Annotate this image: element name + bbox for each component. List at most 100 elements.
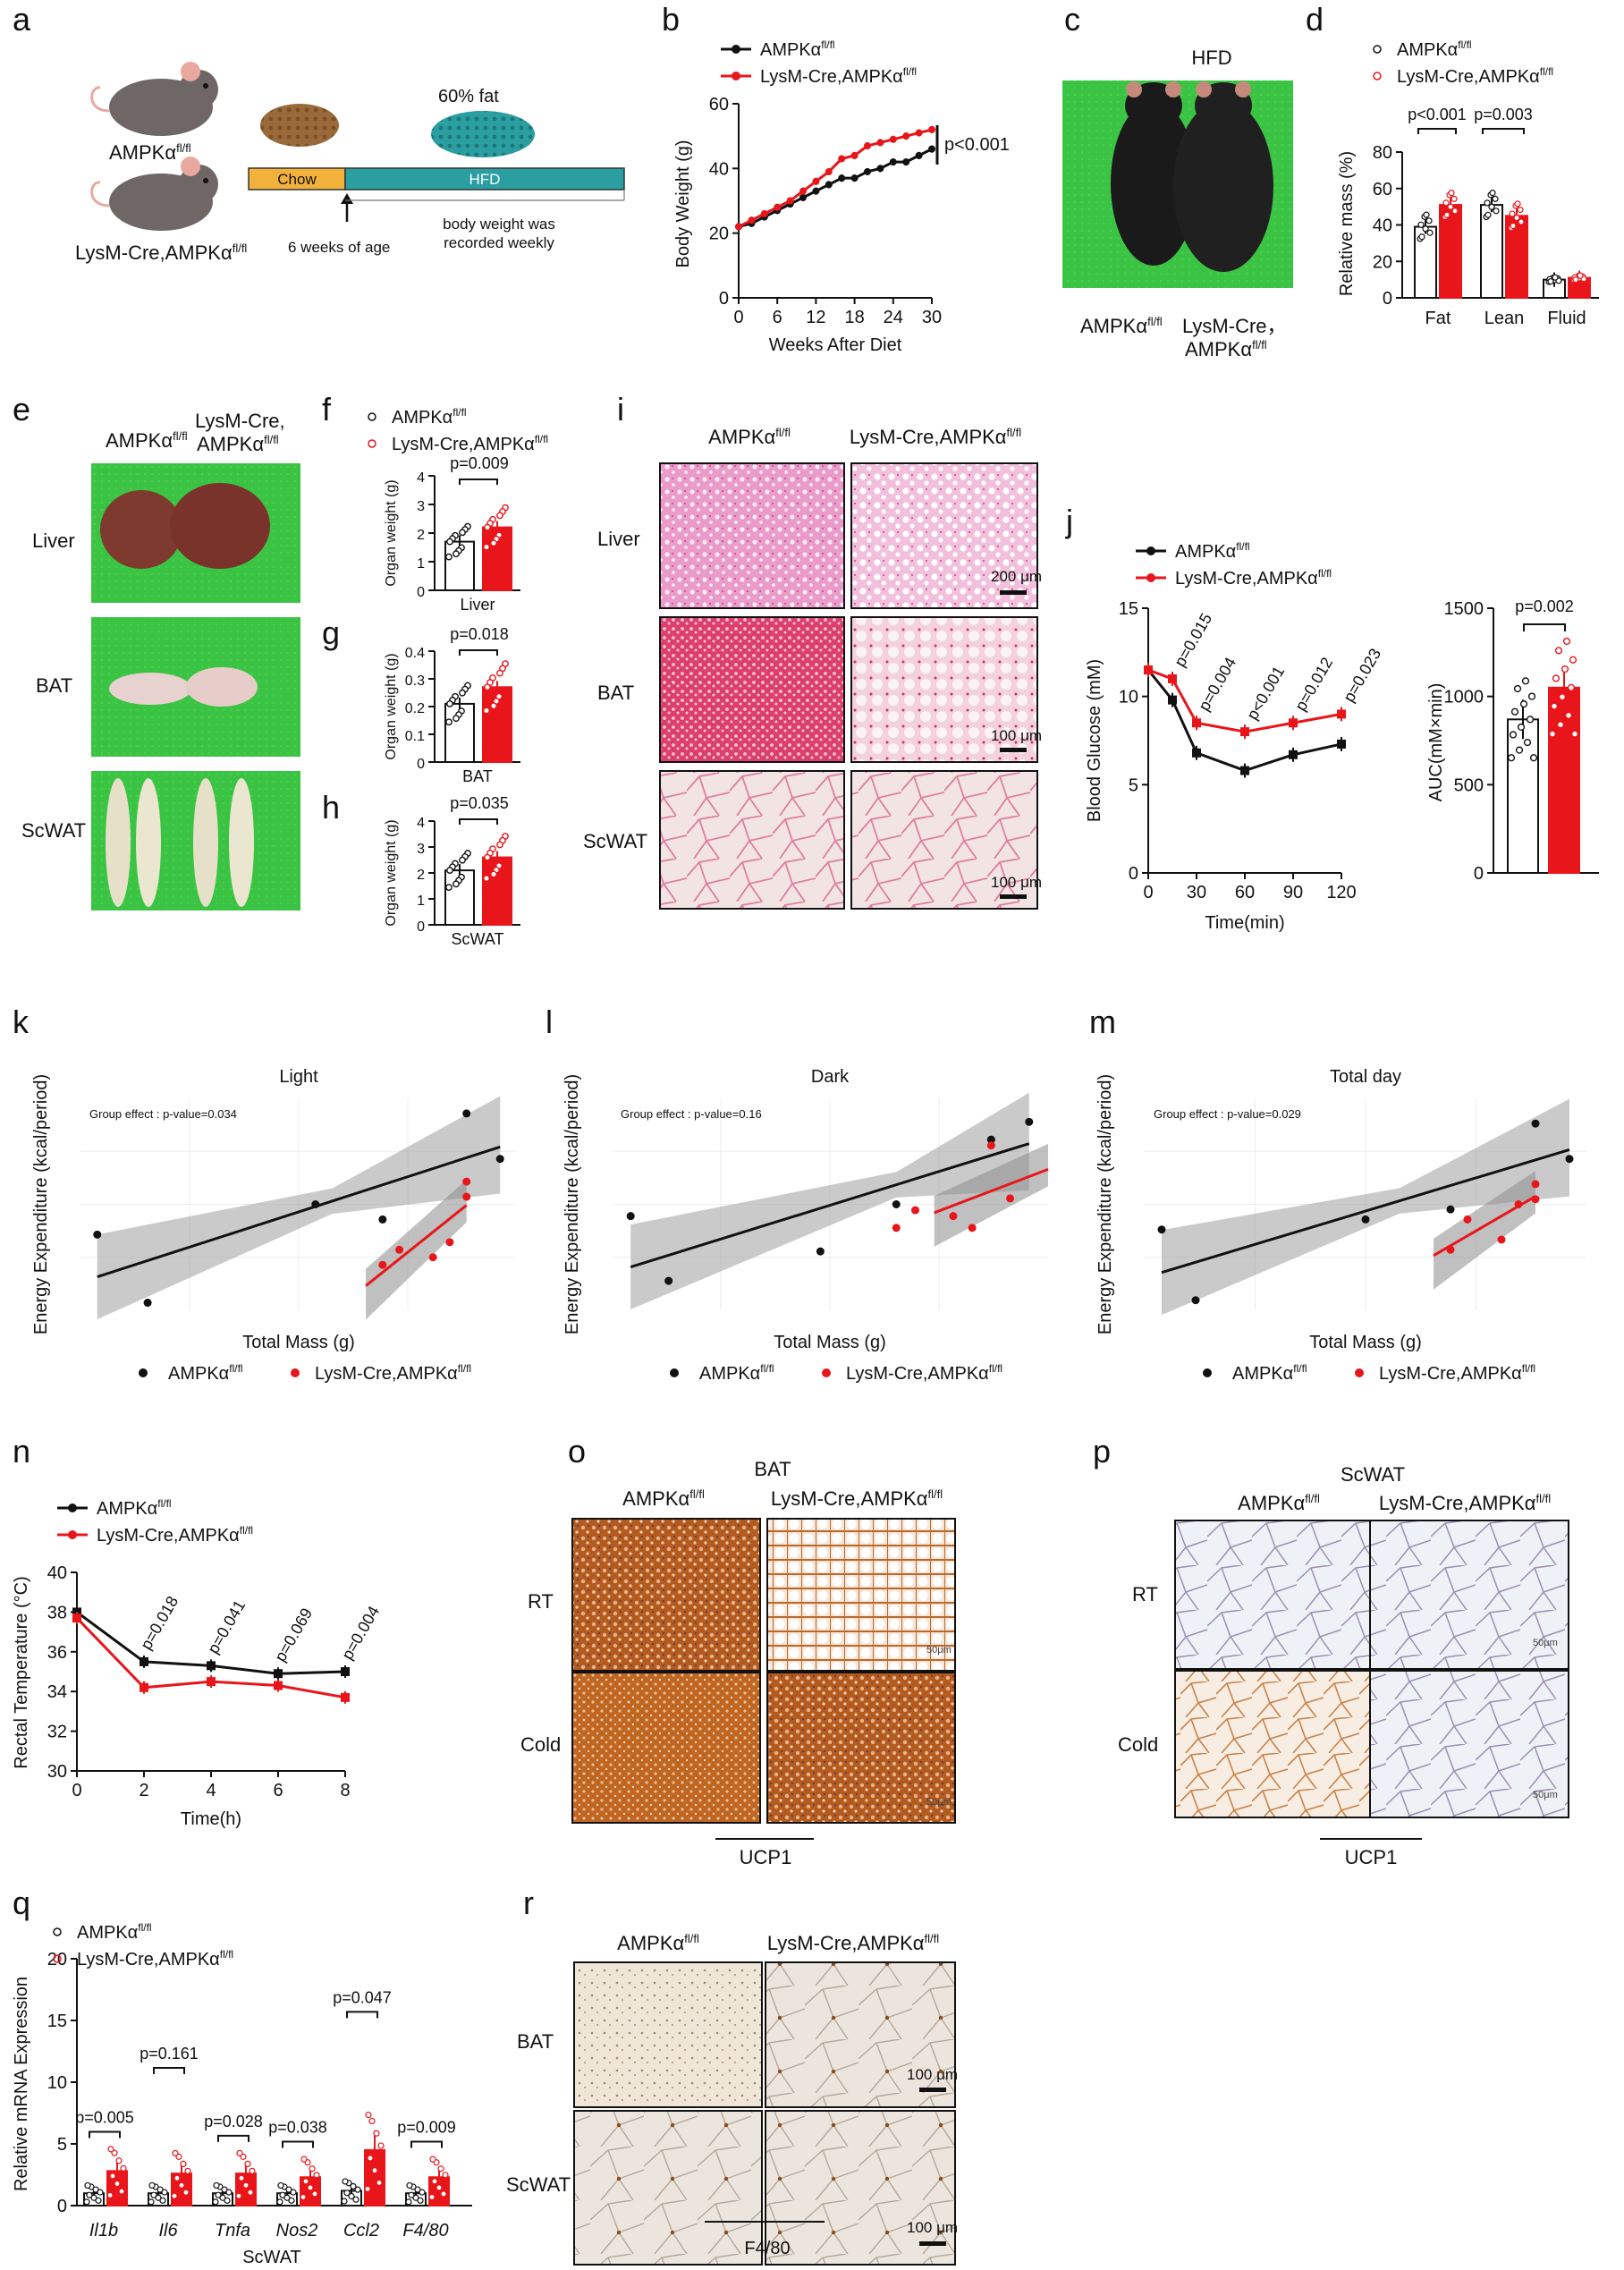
data-point [1552, 274, 1559, 281]
legend-label-wt: AMPKαfl/fl [392, 406, 467, 428]
panel-label-n: n [13, 1433, 30, 1470]
data-point [1422, 225, 1429, 233]
data-point [1451, 208, 1459, 215]
hfd-pellets-icon [431, 111, 535, 157]
f480-bat-wt [573, 1961, 763, 2108]
data-point [290, 2189, 297, 2196]
data-point-ko [799, 187, 807, 195]
organ-ylabel: Organ weight (g) [384, 479, 399, 586]
data-point-ko [207, 1677, 216, 1687]
legend-label-wt: AMPKαfl/fl [1397, 38, 1472, 60]
data-point [343, 2190, 351, 2197]
r-stain-label: F4/80 [744, 2239, 790, 2258]
confidence-band-ko [1434, 1171, 1535, 1290]
q-pvalue: p=0.005 [75, 2108, 134, 2126]
group-effect-stat: Group effect : p-value=0.16 [621, 1107, 762, 1121]
d-category-label: Fluid [1547, 309, 1586, 328]
y-tick-label: 0 [417, 757, 425, 772]
data-point-wt [1157, 1225, 1166, 1234]
y-tick-label: 1000 [1444, 688, 1484, 707]
y-tick-label: 80 [1373, 143, 1392, 163]
f480-scwat-wt [573, 2110, 763, 2266]
data-point [428, 2193, 436, 2201]
legend-marker-ko [368, 439, 376, 448]
q-pvalue: p=0.047 [333, 1988, 392, 2006]
e-row-scwat: ScWAT [21, 819, 86, 842]
data-point [159, 2197, 166, 2204]
data-point [446, 700, 453, 707]
data-point-wt [1168, 695, 1177, 705]
d-category-label: Lean [1484, 309, 1525, 328]
legend-marker-ko [291, 1368, 300, 1377]
o-ko-label: LysM-Cre,AMPKαfl/fl [771, 1487, 943, 1510]
legend-marker-wt [732, 45, 740, 54]
data-point-wt [495, 1155, 504, 1164]
q-gene-label: Il6 [158, 2221, 178, 2240]
mouse-icon [90, 62, 218, 136]
ucp1-scwat-rt-ko [1369, 1520, 1569, 1670]
scatter-xlabel: Total Mass (g) [1309, 1333, 1422, 1352]
data-point [341, 2198, 348, 2205]
q-pvalue: p=0.009 [397, 2119, 456, 2137]
data-point [445, 553, 453, 561]
y-tick-label: 0 [1129, 864, 1138, 884]
data-point-ko [902, 132, 910, 140]
panel-label-l: l [546, 1004, 553, 1040]
scale-bar [1000, 590, 1027, 595]
panel-e: AMPKαfl/fl LysM-Cre, AMPKαfl/fl Liver BA… [21, 410, 300, 911]
scatter-ylabel: Energy Expenditure (kcal/period) [1095, 1074, 1115, 1334]
y-tick-label: 500 [1454, 775, 1484, 795]
data-point [1548, 730, 1557, 738]
organ-category-label: ScWAT [452, 930, 504, 948]
data-point [373, 2130, 380, 2137]
genotype-wt-label: AMPKαfl/fl [109, 141, 191, 164]
data-point-wt [1565, 1155, 1574, 1164]
organ-ylabel: Organ weight (g) [384, 819, 399, 926]
data-point [1509, 210, 1516, 217]
i-row-bat: BAT [597, 682, 634, 704]
data-point [1554, 647, 1563, 655]
legend-label-ko: LysM-Cre,AMPKαfl/fl [392, 433, 548, 454]
data-point [490, 870, 497, 878]
confidence-band-ko [366, 1180, 467, 1320]
y-tick-label: 40 [1373, 216, 1392, 236]
data-point [155, 2194, 162, 2201]
q-gene-label: Nos2 [276, 2221, 318, 2240]
data-point-ko [378, 1260, 387, 1269]
fat-label: 60% fat [438, 87, 499, 106]
data-point [1451, 195, 1458, 202]
legend-label-wt: AMPKαfl/fl [760, 38, 835, 60]
data-point-ko [1337, 709, 1346, 719]
regression-line-wt [630, 1142, 1030, 1268]
data-point [148, 2198, 155, 2206]
data-point [1529, 754, 1538, 762]
data-point [221, 2186, 228, 2193]
data-point [354, 2186, 361, 2193]
data-point [1484, 199, 1491, 207]
data-point [484, 683, 491, 691]
he-liver-ko [850, 462, 1038, 609]
y-tick-label: 10 [1119, 688, 1138, 707]
data-point [277, 2181, 284, 2190]
data-point [213, 2181, 220, 2190]
y-tick-label: 15 [47, 2012, 67, 2031]
n-pvalue: p=0.069 [271, 1605, 316, 1664]
data-point [1509, 731, 1518, 739]
data-point [1423, 211, 1430, 218]
x-tick-label: 24 [884, 308, 903, 327]
legend-label-wt: AMPKαfl/fl [97, 1497, 172, 1519]
y-tick-label: 20 [47, 1950, 67, 1969]
q-pvalue: p=0.028 [204, 2113, 263, 2130]
he-scwat-ko [850, 770, 1038, 910]
data-point [1515, 746, 1524, 754]
confidence-band-wt [1162, 1098, 1569, 1316]
legend-label-ko: LysM-Cre,AMPKαfl/fl [315, 1362, 471, 1384]
data-point-wt [902, 158, 910, 166]
legend-label-ko: LysM-Cre,AMPKαfl/fl [1397, 65, 1553, 87]
data-point-ko [968, 1224, 977, 1232]
data-point [1526, 716, 1535, 724]
x-tick-label: 4 [206, 1781, 216, 1800]
data-point [364, 2185, 371, 2192]
data-point-wt [1191, 1296, 1200, 1305]
